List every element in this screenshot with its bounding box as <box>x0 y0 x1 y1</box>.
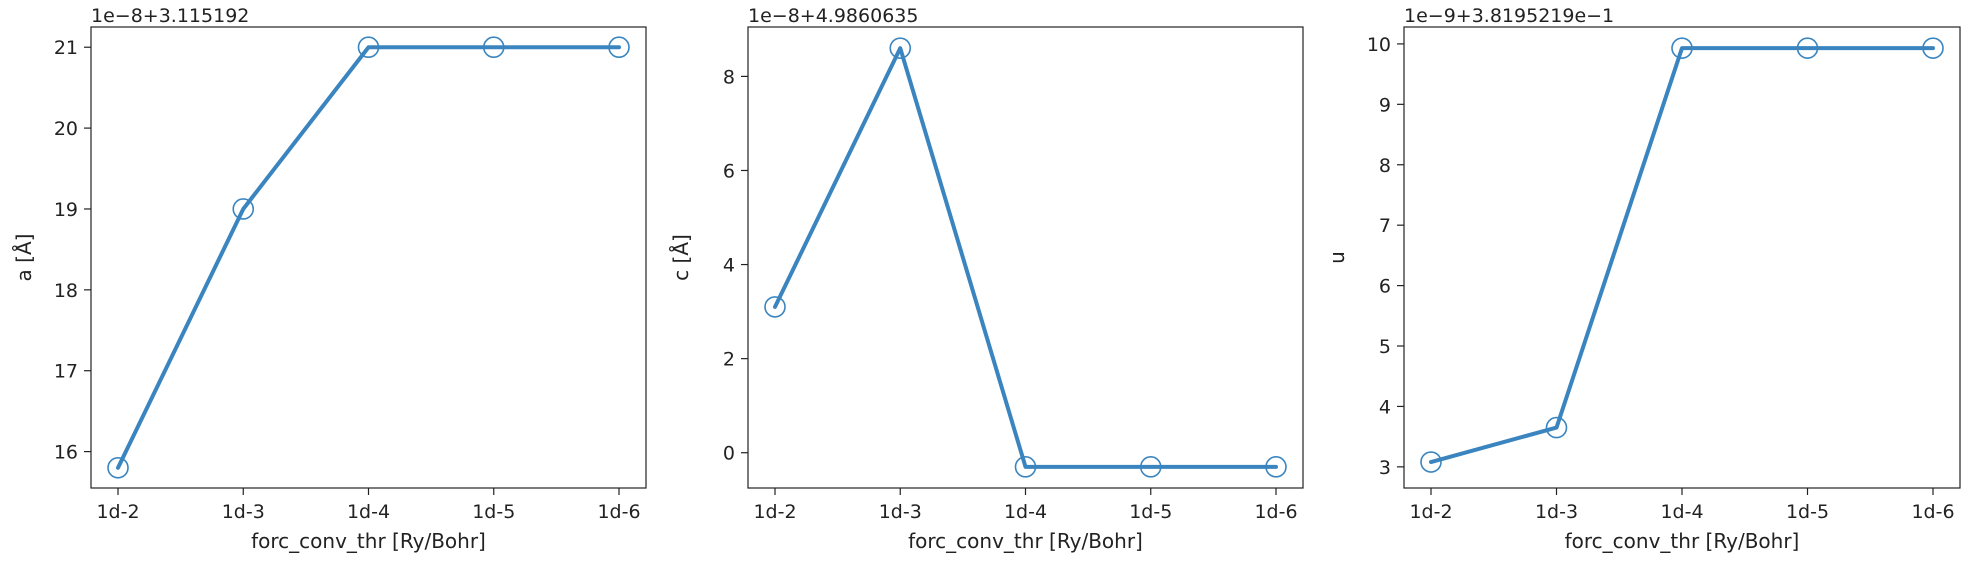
data-point-marker <box>889 37 912 59</box>
data-point-marker <box>1922 37 1944 59</box>
y-axis-label: c [Å] <box>669 234 693 281</box>
y-tick-label: 19 <box>54 199 78 221</box>
chart-panel-3: 1d-2 1d-3 1d-4 1d-5 1d-6 3 4 5 6 7 8 9 10 1e−9+3.8195… <box>1325 5 1961 553</box>
y-tick-label: 10 <box>1367 34 1391 56</box>
x-tick-label: 1d-2 <box>753 501 796 523</box>
x-tick-label: 1d-3 <box>1535 501 1578 523</box>
x-tick-label: 1d-3 <box>222 501 265 523</box>
x-tick-label: 1d-5 <box>472 501 515 523</box>
data-point-marker <box>1014 456 1037 478</box>
y-axis-label: a [Å] <box>12 234 36 282</box>
x-tick-label: 1d-4 <box>1004 501 1047 523</box>
x-tick-label: 1d-6 <box>1911 501 1954 523</box>
x-tick-label: 1d-4 <box>1660 501 1703 523</box>
x-axis-label: forc_conv_thr [Ry/Bohr] <box>1565 529 1800 553</box>
y-tick-label: 6 <box>723 160 735 182</box>
series-line <box>116 45 621 470</box>
y-offset-label: 1e−8+4.9860635 <box>748 5 918 27</box>
data-point-marker <box>1671 37 1693 59</box>
data-point-marker <box>764 296 786 318</box>
chart-panel-1: 1d-2 1d-3 1d-4 1d-5 1d-6 16 17 18 19 20 21 1e−8+3.1… <box>12 5 647 553</box>
y-tick-label: 4 <box>723 255 735 277</box>
data-point-marker <box>482 36 505 59</box>
x-tick-label: 1d-4 <box>347 501 390 523</box>
y-tick-label: 17 <box>54 361 78 383</box>
data-point-marker <box>357 36 380 59</box>
plot-frame <box>1403 26 1961 489</box>
y-tick-label: 5 <box>1379 336 1391 358</box>
plot-frame <box>90 26 647 489</box>
x-tick-label: 1d-5 <box>1129 501 1172 523</box>
y-tick-label: 8 <box>723 66 735 88</box>
x-axis-label: forc_conv_thr [Ry/Bohr] <box>251 529 486 553</box>
y-tick-label: 4 <box>1379 396 1391 418</box>
y-tick-label: 21 <box>54 37 78 59</box>
y-offset-label: 1e−8+3.115192 <box>91 5 249 27</box>
x-tick-label: 1d-2 <box>96 501 139 523</box>
x-axis-label: forc_conv_thr [Ry/Bohr] <box>908 529 1143 553</box>
x-tick-label: 1d-2 <box>1409 501 1452 523</box>
y-tick-label: 9 <box>1379 94 1391 116</box>
y-tick-label: 18 <box>54 280 78 302</box>
data-point-marker <box>1139 456 1162 478</box>
chart-panel-2: 1d-2 1d-3 1d-4 1d-5 1d-6 0 2 4 6 8 1e−8+4.9860635 f… <box>669 5 1304 553</box>
data-point-marker <box>608 36 630 59</box>
y-tick-label: 2 <box>723 349 735 371</box>
x-tick-label: 1d-6 <box>1254 501 1297 523</box>
y-tick-label: 3 <box>1379 457 1391 479</box>
y-tick-label: 16 <box>54 442 78 464</box>
data-point-marker <box>1545 416 1568 439</box>
y-tick-label: 20 <box>54 118 78 140</box>
plot-frame <box>747 26 1304 489</box>
y-tick-label: 0 <box>723 443 735 465</box>
y-offset-label: 1e−9+3.8195219e−1 <box>1404 5 1614 27</box>
data-point-marker <box>107 456 129 479</box>
data-point-marker <box>1420 451 1442 473</box>
x-tick-label: 1d-3 <box>879 501 922 523</box>
x-tick-label: 1d-6 <box>597 501 640 523</box>
data-point-marker <box>1265 456 1287 478</box>
y-tick-label: 6 <box>1379 276 1391 298</box>
x-tick-label: 1d-5 <box>1786 501 1829 523</box>
series-line <box>1429 46 1935 465</box>
y-axis-label: u <box>1325 251 1349 264</box>
data-point-marker <box>232 198 255 220</box>
y-tick-label: 7 <box>1379 215 1391 237</box>
y-tick-label: 8 <box>1379 155 1391 177</box>
data-point-marker <box>1796 37 1819 59</box>
series-line <box>773 46 1278 469</box>
